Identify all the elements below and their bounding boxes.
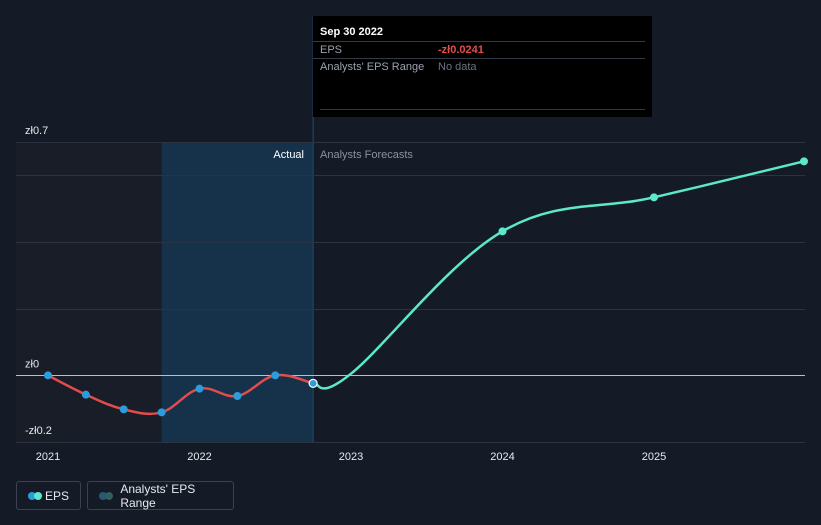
eps-legend-icon xyxy=(28,491,42,500)
x-tick-label: 2023 xyxy=(339,451,363,463)
x-tick-label: 2022 xyxy=(187,451,211,463)
tooltip-eps-label: EPS xyxy=(320,44,342,56)
actual-eps-point xyxy=(233,392,242,400)
legend-eps-label: EPS xyxy=(44,488,69,503)
forecast-eps-point xyxy=(498,227,507,236)
tooltip-range-value: No data xyxy=(438,61,477,73)
actual-eps-point xyxy=(81,390,90,399)
y-tick-label: -zł0.2 xyxy=(25,425,52,437)
selected-eps-point xyxy=(308,378,318,388)
y-tick-label: zł0 xyxy=(25,358,39,370)
tooltip-range-label: Analysts' EPS Range xyxy=(320,61,424,73)
tooltip-date: Sep 30 2022 xyxy=(320,26,383,38)
legend-eps[interactable]: EPS xyxy=(16,481,81,510)
actual-eps-point xyxy=(271,371,280,380)
y-tick-label: zł0.7 xyxy=(25,125,48,137)
forecast-eps-point xyxy=(799,157,808,166)
legend-analysts-range[interactable]: Analysts' EPS Range xyxy=(87,481,234,510)
tooltip-box xyxy=(313,16,652,117)
tooltip: Sep 30 2022 EPS -zł0.0241 Analysts' EPS … xyxy=(313,16,652,117)
forecast-eps-point xyxy=(650,193,658,202)
actual-eps-point xyxy=(44,371,52,380)
x-tick-label: 2025 xyxy=(642,451,666,463)
x-tick-label: 2021 xyxy=(36,451,60,463)
forecast-region-label: Analysts Forecasts xyxy=(320,149,413,161)
tooltip-eps-value: -zł0.0241 xyxy=(438,44,484,56)
actual-region-label: Actual xyxy=(273,149,304,161)
range-legend-icon xyxy=(99,491,113,500)
x-tick-label: 2024 xyxy=(490,451,514,463)
actual-eps-point xyxy=(157,408,166,417)
legend-range-label: Analysts' EPS Range xyxy=(120,481,196,510)
actual-eps-point xyxy=(195,384,204,393)
actual-eps-point xyxy=(119,405,128,414)
forecast-eps-line xyxy=(311,160,806,390)
